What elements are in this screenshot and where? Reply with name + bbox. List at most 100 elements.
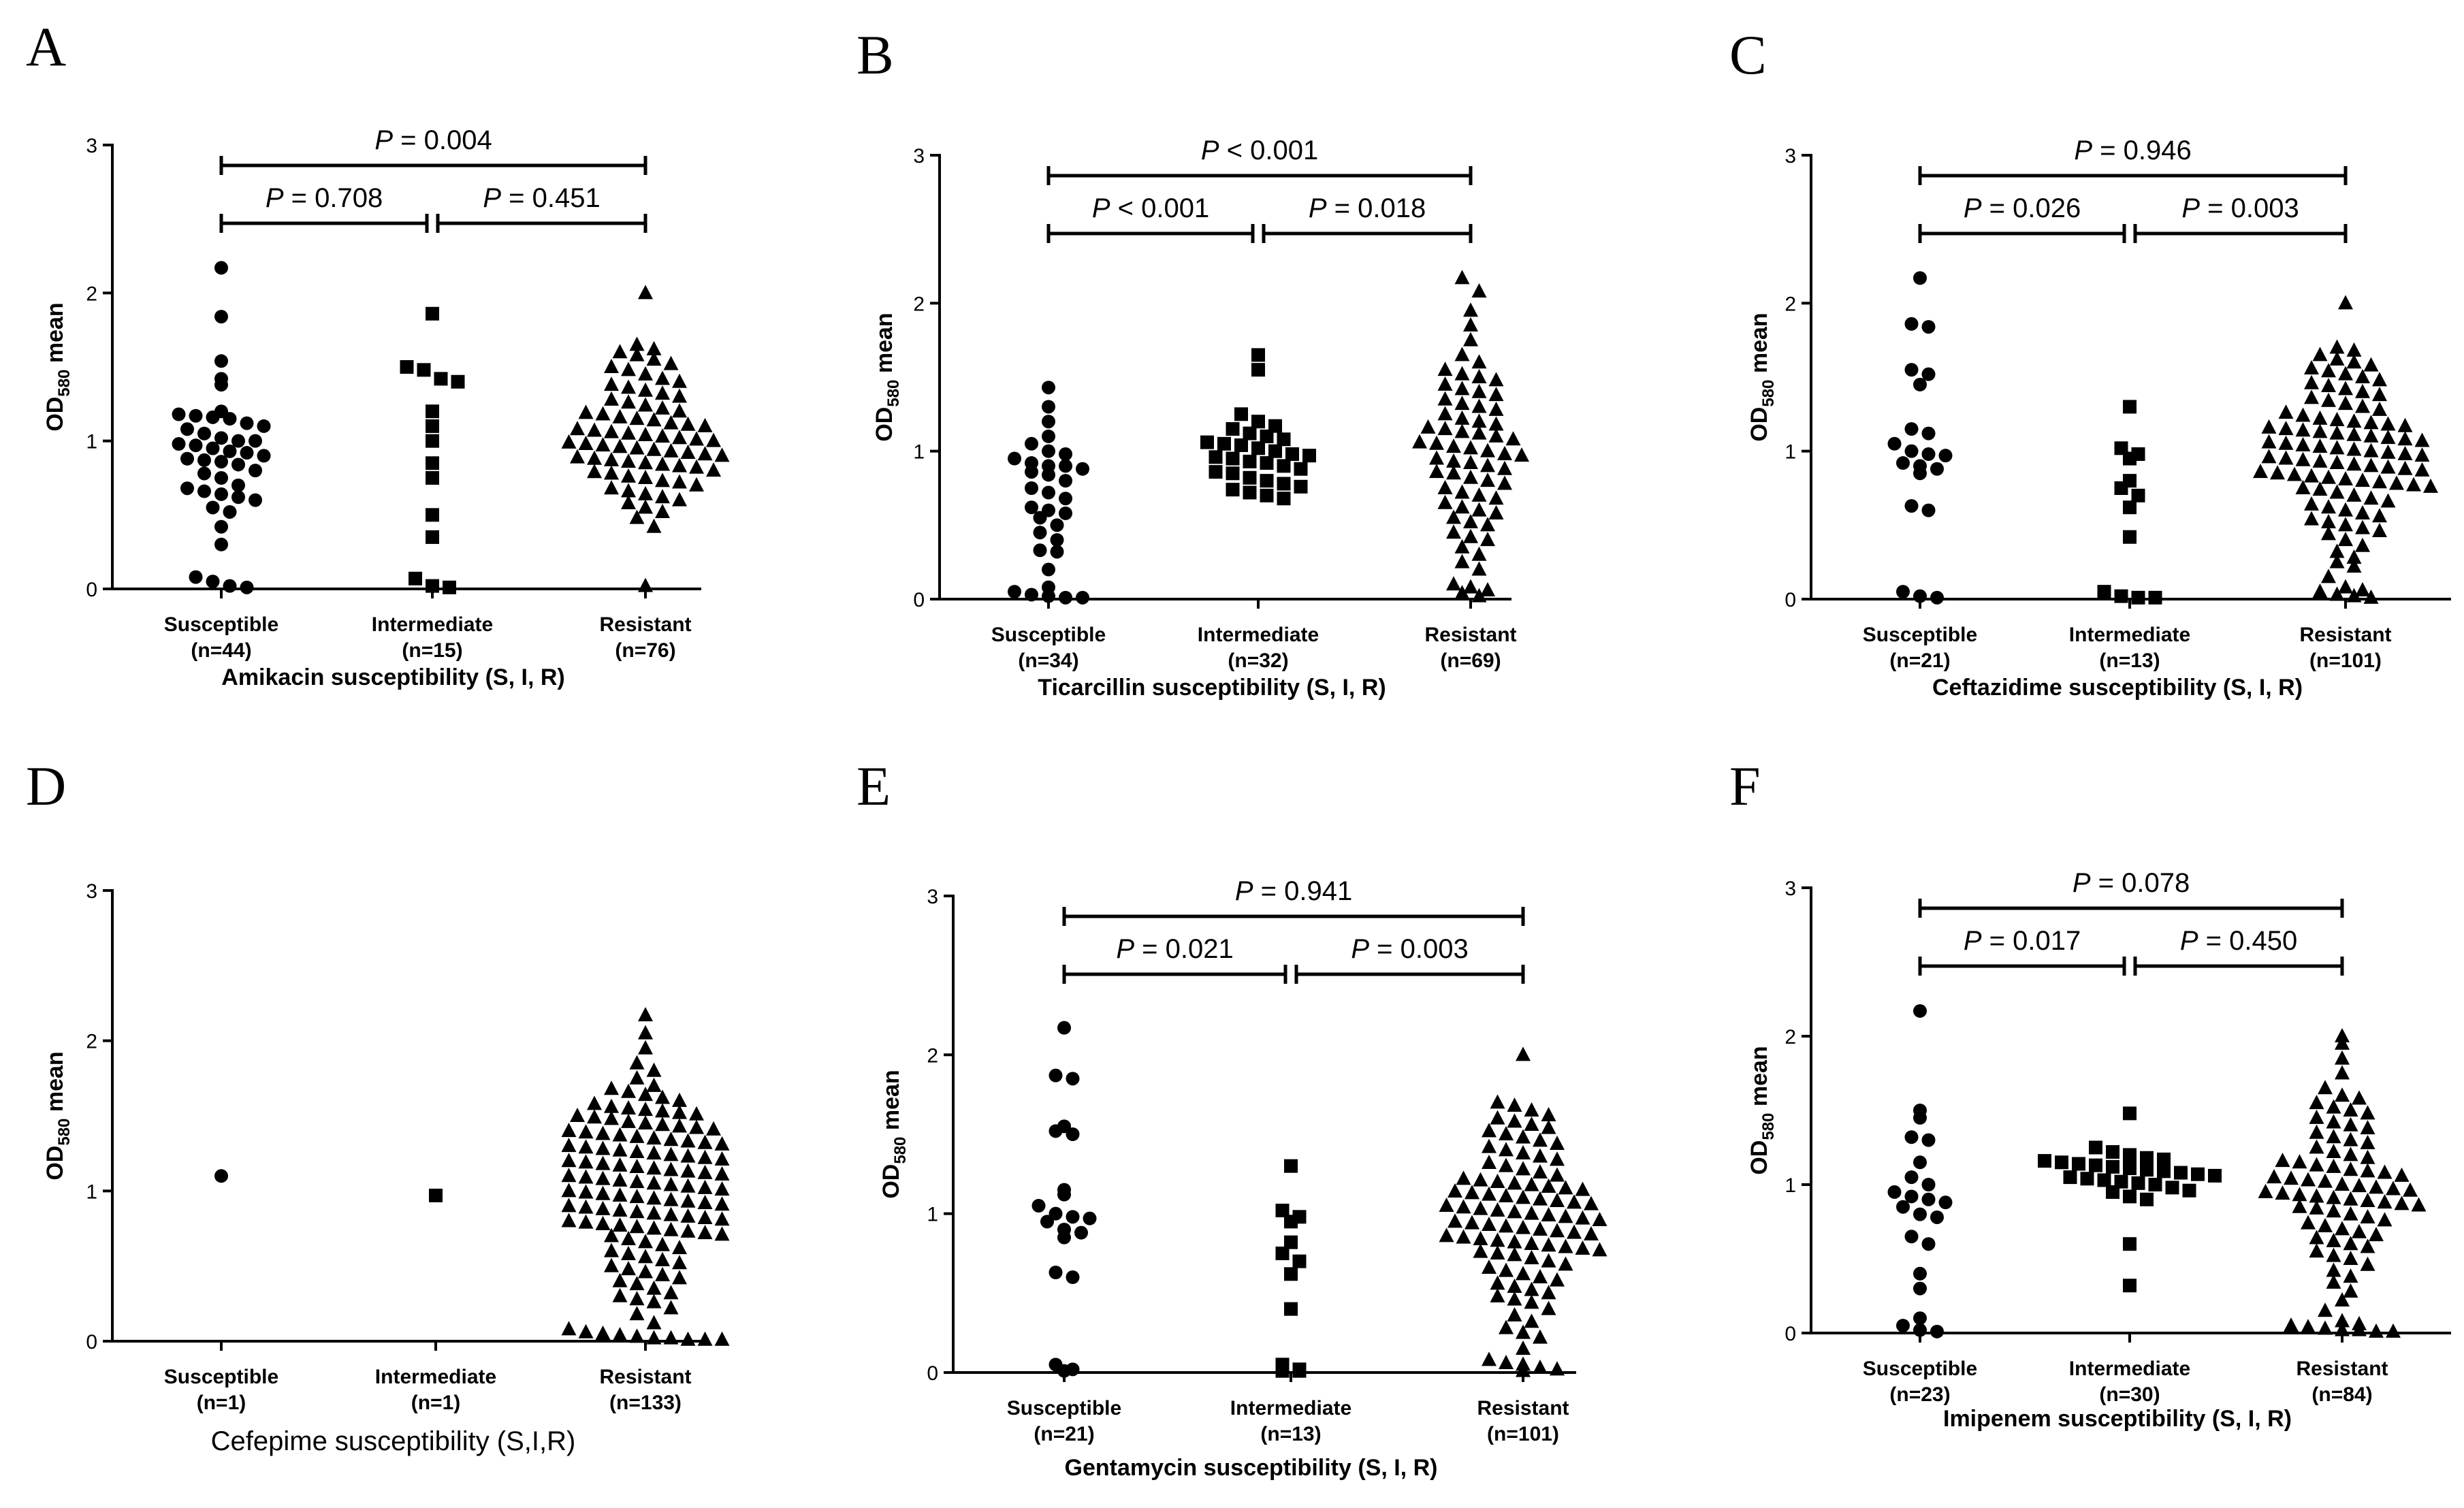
square-point [2123, 1189, 2137, 1204]
triangle-point [2321, 526, 2336, 541]
triangle-point [2355, 581, 2370, 596]
triangle-point [1480, 458, 1495, 472]
comparison-bracket: P < 0.001 [1046, 135, 1473, 185]
triangle-point [1490, 1094, 1505, 1109]
triangle-point [2326, 1274, 2341, 1289]
triangle-point [638, 470, 653, 484]
circle-point [197, 466, 211, 481]
triangle-point [561, 434, 577, 449]
triangle-point [2261, 434, 2277, 449]
circle-point [1913, 1155, 1927, 1170]
triangle-point [646, 1220, 662, 1235]
triangle-point [629, 1189, 645, 1204]
triangle-point [2309, 1200, 2324, 1215]
triangle-point [2346, 354, 2362, 369]
category-n-label: (n=76) [615, 639, 675, 662]
square-point [2123, 500, 2137, 515]
triangle-point [1524, 1250, 1539, 1264]
p-value-label: P = 0.018 [1309, 193, 1426, 223]
square-point [1284, 1215, 1298, 1229]
triangle-point [1507, 1234, 1522, 1249]
triangle-point [595, 1170, 611, 1185]
triangle-point [1439, 1228, 1454, 1242]
triangle-point [1437, 480, 1453, 494]
triangle-point [1514, 447, 1529, 462]
triangle-point [714, 1196, 730, 1211]
p-symbol: P [266, 183, 284, 213]
panel-c: C 0 1 2 3 OD580 mean Susceptible (n=21) Intermed… [1729, 24, 2451, 701]
y-tick-label: 0 [86, 579, 97, 601]
circle-point [1059, 590, 1072, 605]
triangle-point [672, 1270, 687, 1285]
square-point [409, 571, 422, 585]
triangle-point [2380, 430, 2396, 445]
triangle-point [1497, 460, 1512, 475]
triangle-point [2372, 372, 2387, 387]
triangle-point [2318, 1302, 2333, 1317]
triangle-point [1505, 431, 1521, 446]
triangle-point [612, 1217, 628, 1232]
triangle-point [638, 577, 653, 592]
triangle-point [1446, 509, 1461, 524]
circle-point [1938, 449, 1953, 463]
triangle-point [2278, 421, 2294, 436]
triangle-point [1456, 1170, 1471, 1185]
circle-point [249, 464, 262, 478]
y-axis-label-main: OD [42, 1146, 68, 1181]
triangle-point [638, 1264, 653, 1279]
triangle-point [1499, 1157, 1514, 1172]
p-value-label: P = 0.026 [1964, 193, 2081, 223]
triangle-point [578, 1184, 594, 1199]
x-axis-label: Ticarcillin susceptibility (S, I, R) [1038, 675, 1386, 701]
triangle-point [638, 485, 653, 500]
triangle-point [621, 1230, 636, 1245]
triangle-point [706, 432, 721, 447]
circle-point [231, 490, 245, 504]
triangle-point [2304, 468, 2319, 483]
triangle-point [2318, 1173, 2333, 1188]
triangle-point [629, 1328, 645, 1343]
triangle-point [1463, 455, 1478, 470]
triangle-point [595, 1155, 611, 1170]
triangle-point [1473, 1231, 1488, 1245]
triangle-point [2397, 431, 2413, 446]
triangle-point [561, 1321, 577, 1336]
triangle-point [1550, 1151, 1565, 1166]
triangle-point [2363, 415, 2379, 430]
triangle-point [1533, 1329, 1548, 1344]
y-tick-label: 2 [927, 1044, 938, 1067]
circle-point [1913, 589, 1927, 603]
circle-point [231, 434, 245, 448]
triangle-point [1465, 1185, 1479, 1200]
triangle-point [2343, 1251, 2358, 1265]
y-tick-label: 2 [1785, 1026, 1796, 1048]
triangle-point [1454, 423, 1470, 438]
circle-point [1042, 381, 1055, 395]
y-axis-label-tail: mean [42, 1051, 68, 1118]
triangle-point [714, 1331, 730, 1346]
square-point [426, 508, 439, 522]
triangle-point [629, 1143, 645, 1158]
triangle-point [1463, 302, 1478, 317]
triangle-point [595, 437, 611, 452]
triangle-point [655, 1103, 670, 1118]
triangle-point [612, 1127, 628, 1142]
y-axis-label-main: OD [1746, 1140, 1772, 1175]
triangle-point [672, 1092, 687, 1107]
triangle-point [663, 1161, 679, 1176]
y-tick-label: 0 [913, 589, 925, 611]
triangle-point [1429, 464, 1444, 479]
triangle-point [1490, 1110, 1505, 1125]
triangle-point [1592, 1242, 1607, 1257]
triangle-point [2372, 387, 2387, 402]
p-value-label: P = 0.451 [483, 183, 600, 213]
triangle-point [1454, 539, 1470, 554]
category-label: Resistant [599, 1366, 691, 1388]
p-value: < 0.001 [1110, 193, 1210, 223]
triangle-point [1516, 1129, 1531, 1144]
square-point [2080, 1172, 2094, 1186]
triangle-point [2321, 513, 2336, 528]
triangle-point [646, 1160, 662, 1175]
triangle-point [621, 379, 636, 394]
triangle-point [706, 462, 721, 477]
